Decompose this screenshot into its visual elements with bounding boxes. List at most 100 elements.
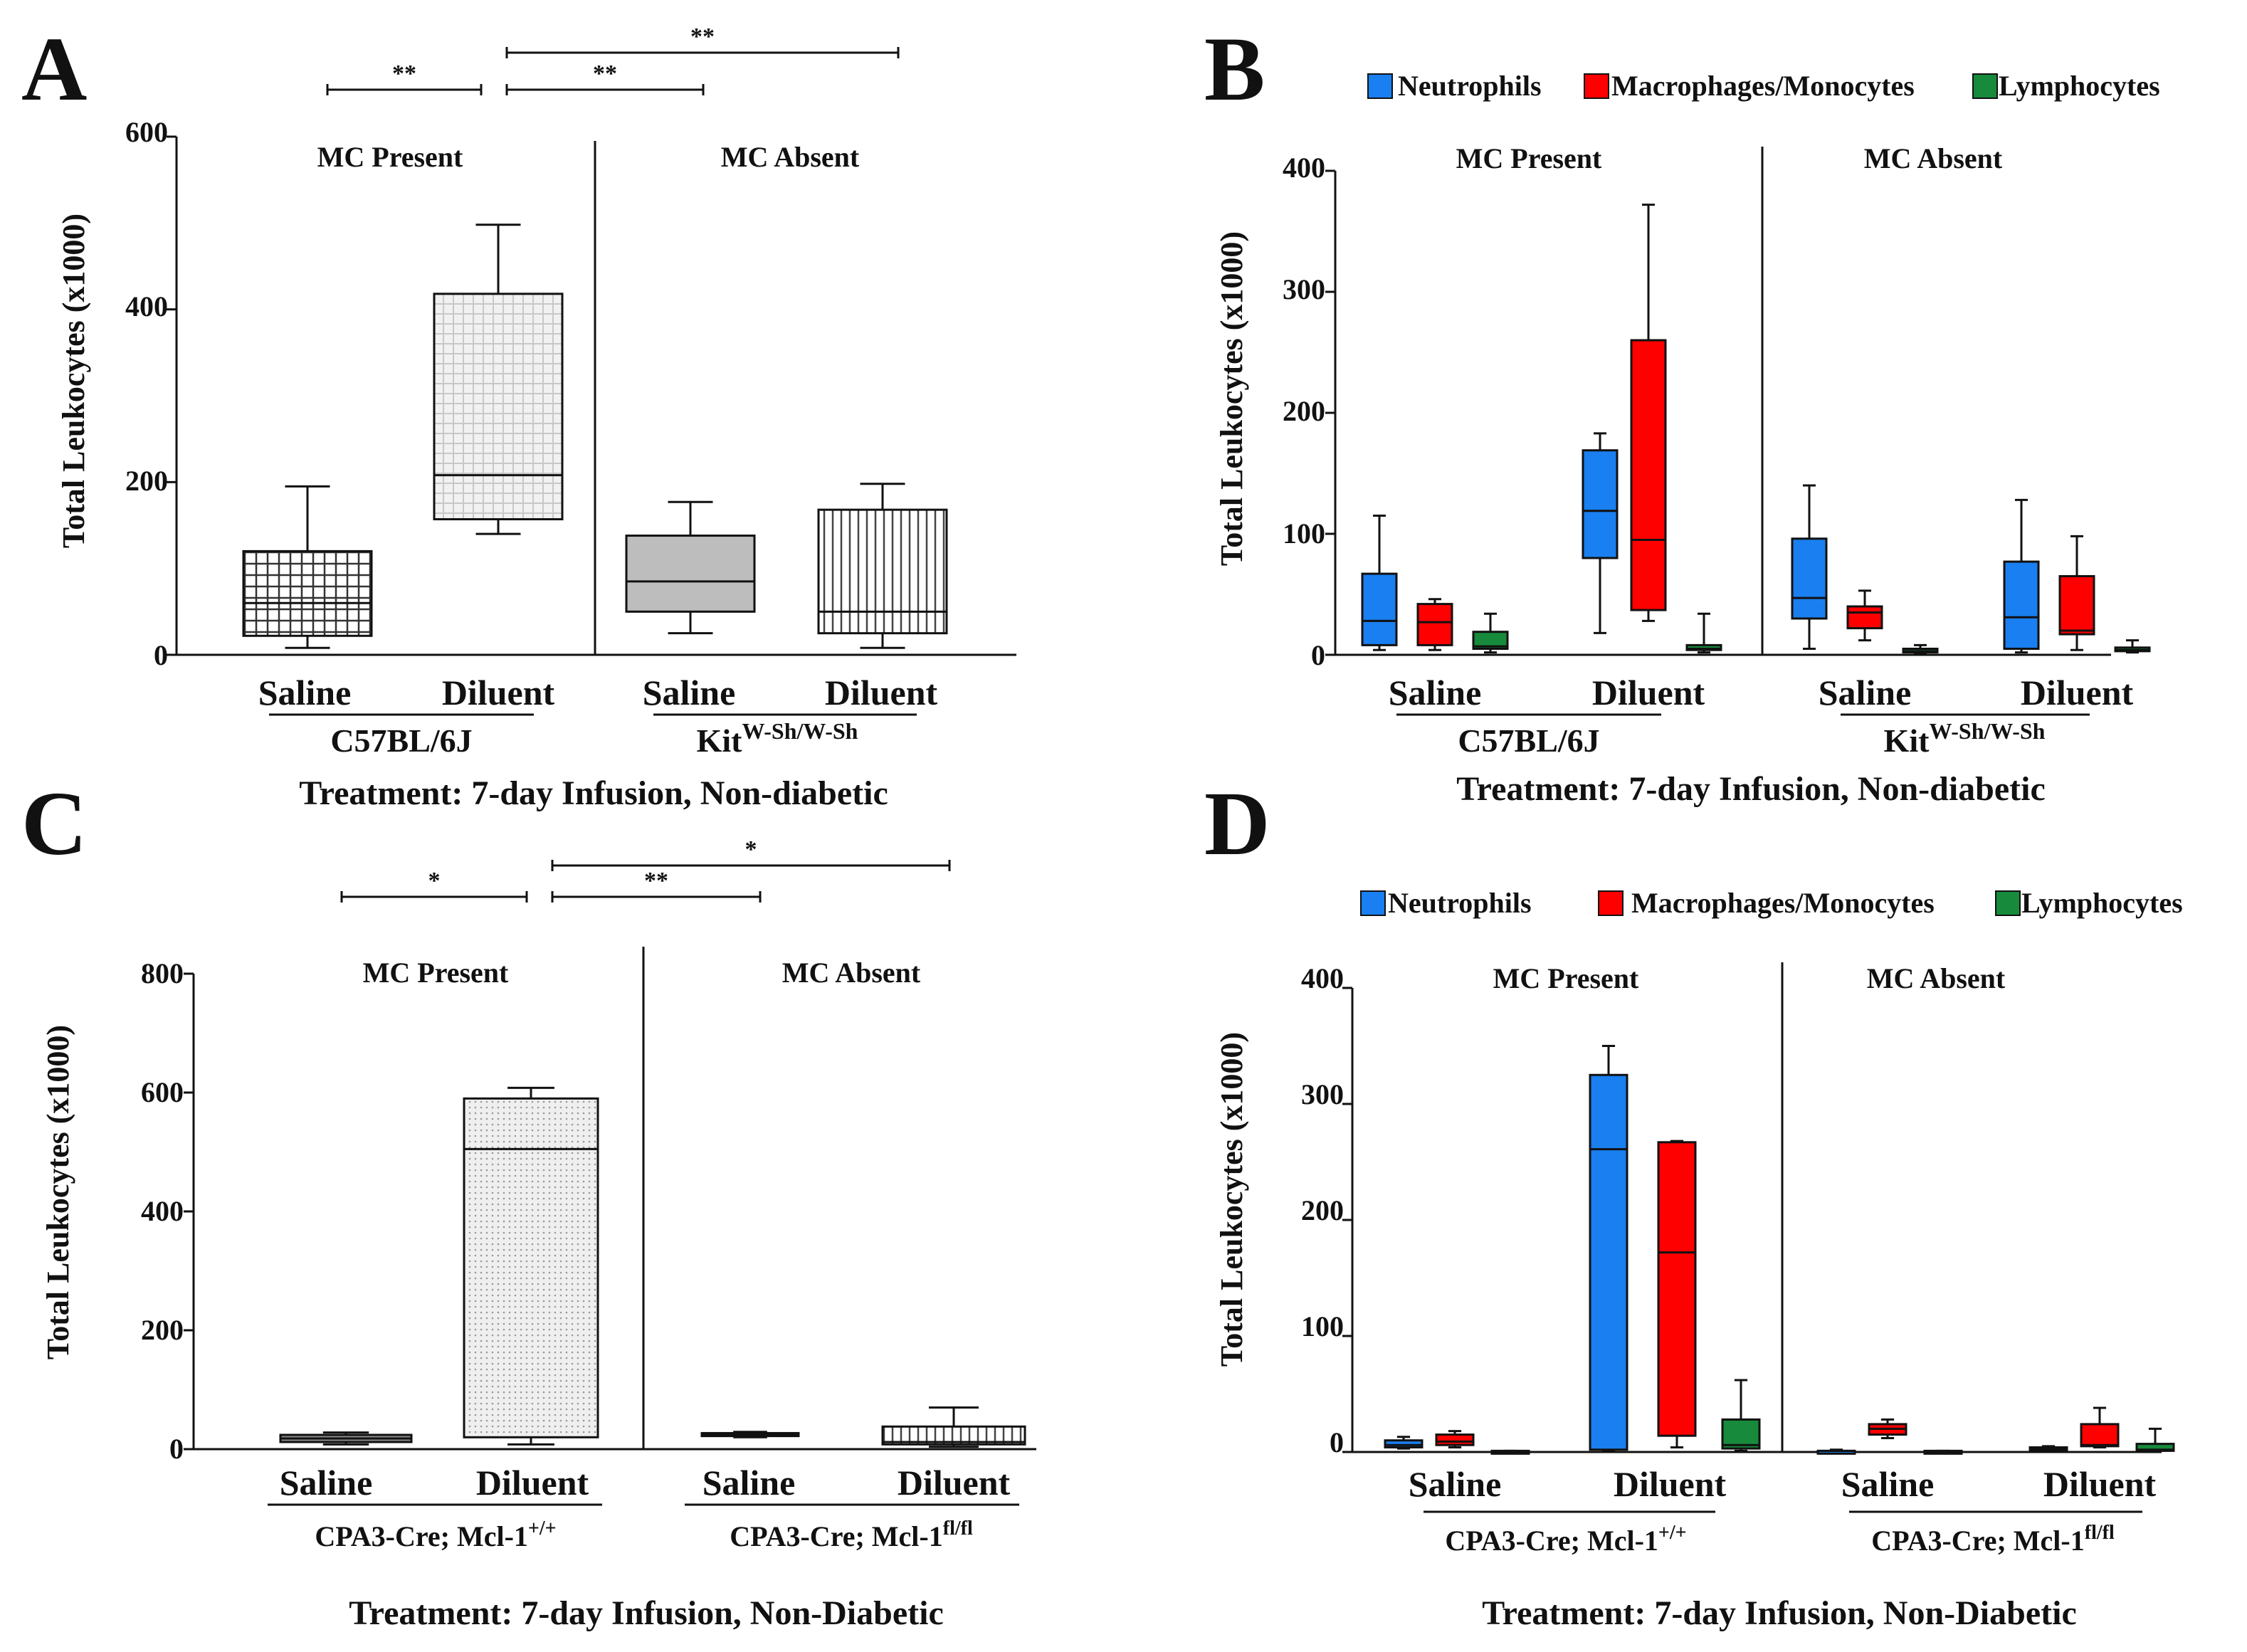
y-tick-label: 600 (141, 1076, 184, 1108)
box-plot (433, 223, 564, 535)
significance-bracket: ** (326, 60, 483, 95)
category-label: Diluent (442, 673, 555, 712)
y-tick-label: 0 (169, 1433, 184, 1465)
box-plot (2058, 535, 2095, 651)
legend: Neutrophils Macrophages/Monocytes Lympho… (1367, 70, 2160, 102)
box-iqr (2058, 575, 2095, 636)
treatment-label: Treatment: 7-day Infusion, Non-diabetic (299, 774, 888, 812)
significance-label: ** (392, 60, 416, 87)
panel-a: A Total Leukocytes (x1000) 0 200 400 600… (21, 19, 1016, 812)
legend-swatch-macrophages (1598, 890, 1624, 916)
box-iqr (817, 508, 948, 635)
category-label: Saline (280, 1463, 373, 1503)
y-tick-label: 400 (125, 290, 168, 322)
box-plot (1361, 515, 1398, 651)
box-iqr (1435, 1433, 1475, 1446)
legend-label: Lymphocytes (1999, 70, 2160, 102)
legend: Neutrophils Macrophages/Monocytes Lympho… (1360, 887, 2183, 919)
box-iqr (1589, 1073, 1628, 1451)
box-plot (1846, 589, 1883, 642)
box-plot (700, 1431, 800, 1438)
y-tick-label: 400 (1301, 962, 1344, 994)
legend-label: Neutrophils (1388, 887, 1532, 919)
box-plot (1416, 598, 1453, 651)
group-label-mc-present: MC Present (363, 957, 509, 989)
box-plots (1384, 1045, 2175, 1455)
box-iqr (1582, 449, 1619, 559)
category-label: Saline (1389, 673, 1482, 712)
strain-label: KitW-Sh/W-Sh (697, 718, 858, 759)
y-tick-label: 300 (1301, 1078, 1344, 1110)
box-plot (1791, 484, 1828, 650)
group-label-mc-present: MC Present (1456, 142, 1602, 174)
strain-label: CPA3-Cre; Mcl-1fl/fl (730, 1517, 973, 1552)
box-plot (817, 483, 948, 649)
category-label: Diluent (898, 1463, 1011, 1503)
category-label: Diluent (825, 673, 938, 712)
legend-label: Macrophages/Monocytes (1611, 70, 1915, 102)
legend-label: Lymphocytes (2021, 887, 2183, 919)
legend-label: Macrophages/Monocytes (1631, 887, 1935, 919)
legend-swatch-neutrophils (1360, 890, 1386, 916)
box-plot (2080, 1406, 2120, 1448)
category-label: Diluent (476, 1463, 589, 1503)
y-axis-title: Total Leukocytes (x1000) (1214, 1032, 1249, 1367)
panel-d: D Neutrophils Macrophages/Monocytes Lymp… (1204, 773, 2183, 1632)
box-iqr (625, 535, 756, 613)
category-label: Saline (1819, 673, 1912, 712)
y-tick-label: 600 (125, 116, 168, 148)
significance-brackets: ** ** ** (326, 23, 900, 95)
box-iqr (1791, 537, 1828, 620)
category-label: Saline (1409, 1464, 1502, 1504)
box-iqr (1384, 1439, 1424, 1448)
y-axis-ticks: 0 100 200 300 400 (1301, 962, 1344, 1458)
box-plot (2003, 498, 2040, 654)
axes (184, 947, 1036, 1451)
box-plot (279, 1431, 413, 1446)
strain-label: KitW-Sh/W-Sh (1884, 718, 2046, 759)
category-label: Saline (702, 1463, 796, 1503)
group-label-mc-absent: MC Absent (1867, 962, 2006, 994)
y-tick-label: 100 (1283, 517, 1325, 549)
box-plot (1384, 1436, 1424, 1450)
treatment-label: Treatment: 7-day Infusion, Non-Diabetic (349, 1594, 944, 1632)
box-plot (2028, 1445, 2068, 1452)
box-iqr (242, 549, 373, 637)
y-tick-label: 200 (1283, 395, 1325, 427)
significance-label: ** (593, 60, 617, 87)
box-plot (2135, 1427, 2175, 1453)
box-plot (1923, 1449, 1963, 1455)
box-iqr (1361, 572, 1398, 646)
box-plot (1902, 643, 1939, 655)
strain-label: CPA3-Cre; Mcl-1+/+ (315, 1517, 556, 1552)
panel-letter-c: C (21, 773, 87, 874)
category-label: Diluent (1614, 1464, 1727, 1504)
significance-bracket: ** (505, 60, 705, 95)
significance-label: ** (690, 23, 715, 50)
legend-label: Neutrophils (1398, 70, 1542, 102)
box-plot (242, 485, 373, 649)
legend-swatch-macrophages (1584, 73, 1609, 99)
panel-b: B Neutrophils Macrophages/Monocytes Lymp… (1204, 19, 2160, 808)
box-iqr (463, 1097, 599, 1438)
strain-label: C57BL/6J (1458, 722, 1599, 759)
significance-bracket: * (340, 868, 528, 903)
panel-c: C Total Leukocytes (x1000) 0 200 400 600… (21, 773, 1036, 1632)
box-iqr (1472, 631, 1509, 651)
y-tick-label: 0 (154, 639, 168, 671)
y-axis-title: Total Leukocytes (x1000) (56, 214, 91, 548)
box-iqr (1846, 605, 1883, 630)
box-plot (1868, 1418, 1907, 1439)
legend-swatch-lymphocytes (1972, 73, 1998, 99)
box-plot (1816, 1448, 1856, 1455)
category-label: Diluent (2043, 1464, 2157, 1504)
box-iqr (2080, 1423, 2120, 1448)
group-label-mc-absent: MC Absent (782, 957, 921, 989)
axes (1342, 962, 2157, 1453)
y-tick-label: 0 (1311, 639, 1325, 671)
strain-label: CPA3-Cre; Mcl-1+/+ (1445, 1522, 1686, 1557)
box-plot (463, 1086, 599, 1446)
axes (167, 135, 1016, 656)
panel-letter-a: A (21, 19, 87, 120)
